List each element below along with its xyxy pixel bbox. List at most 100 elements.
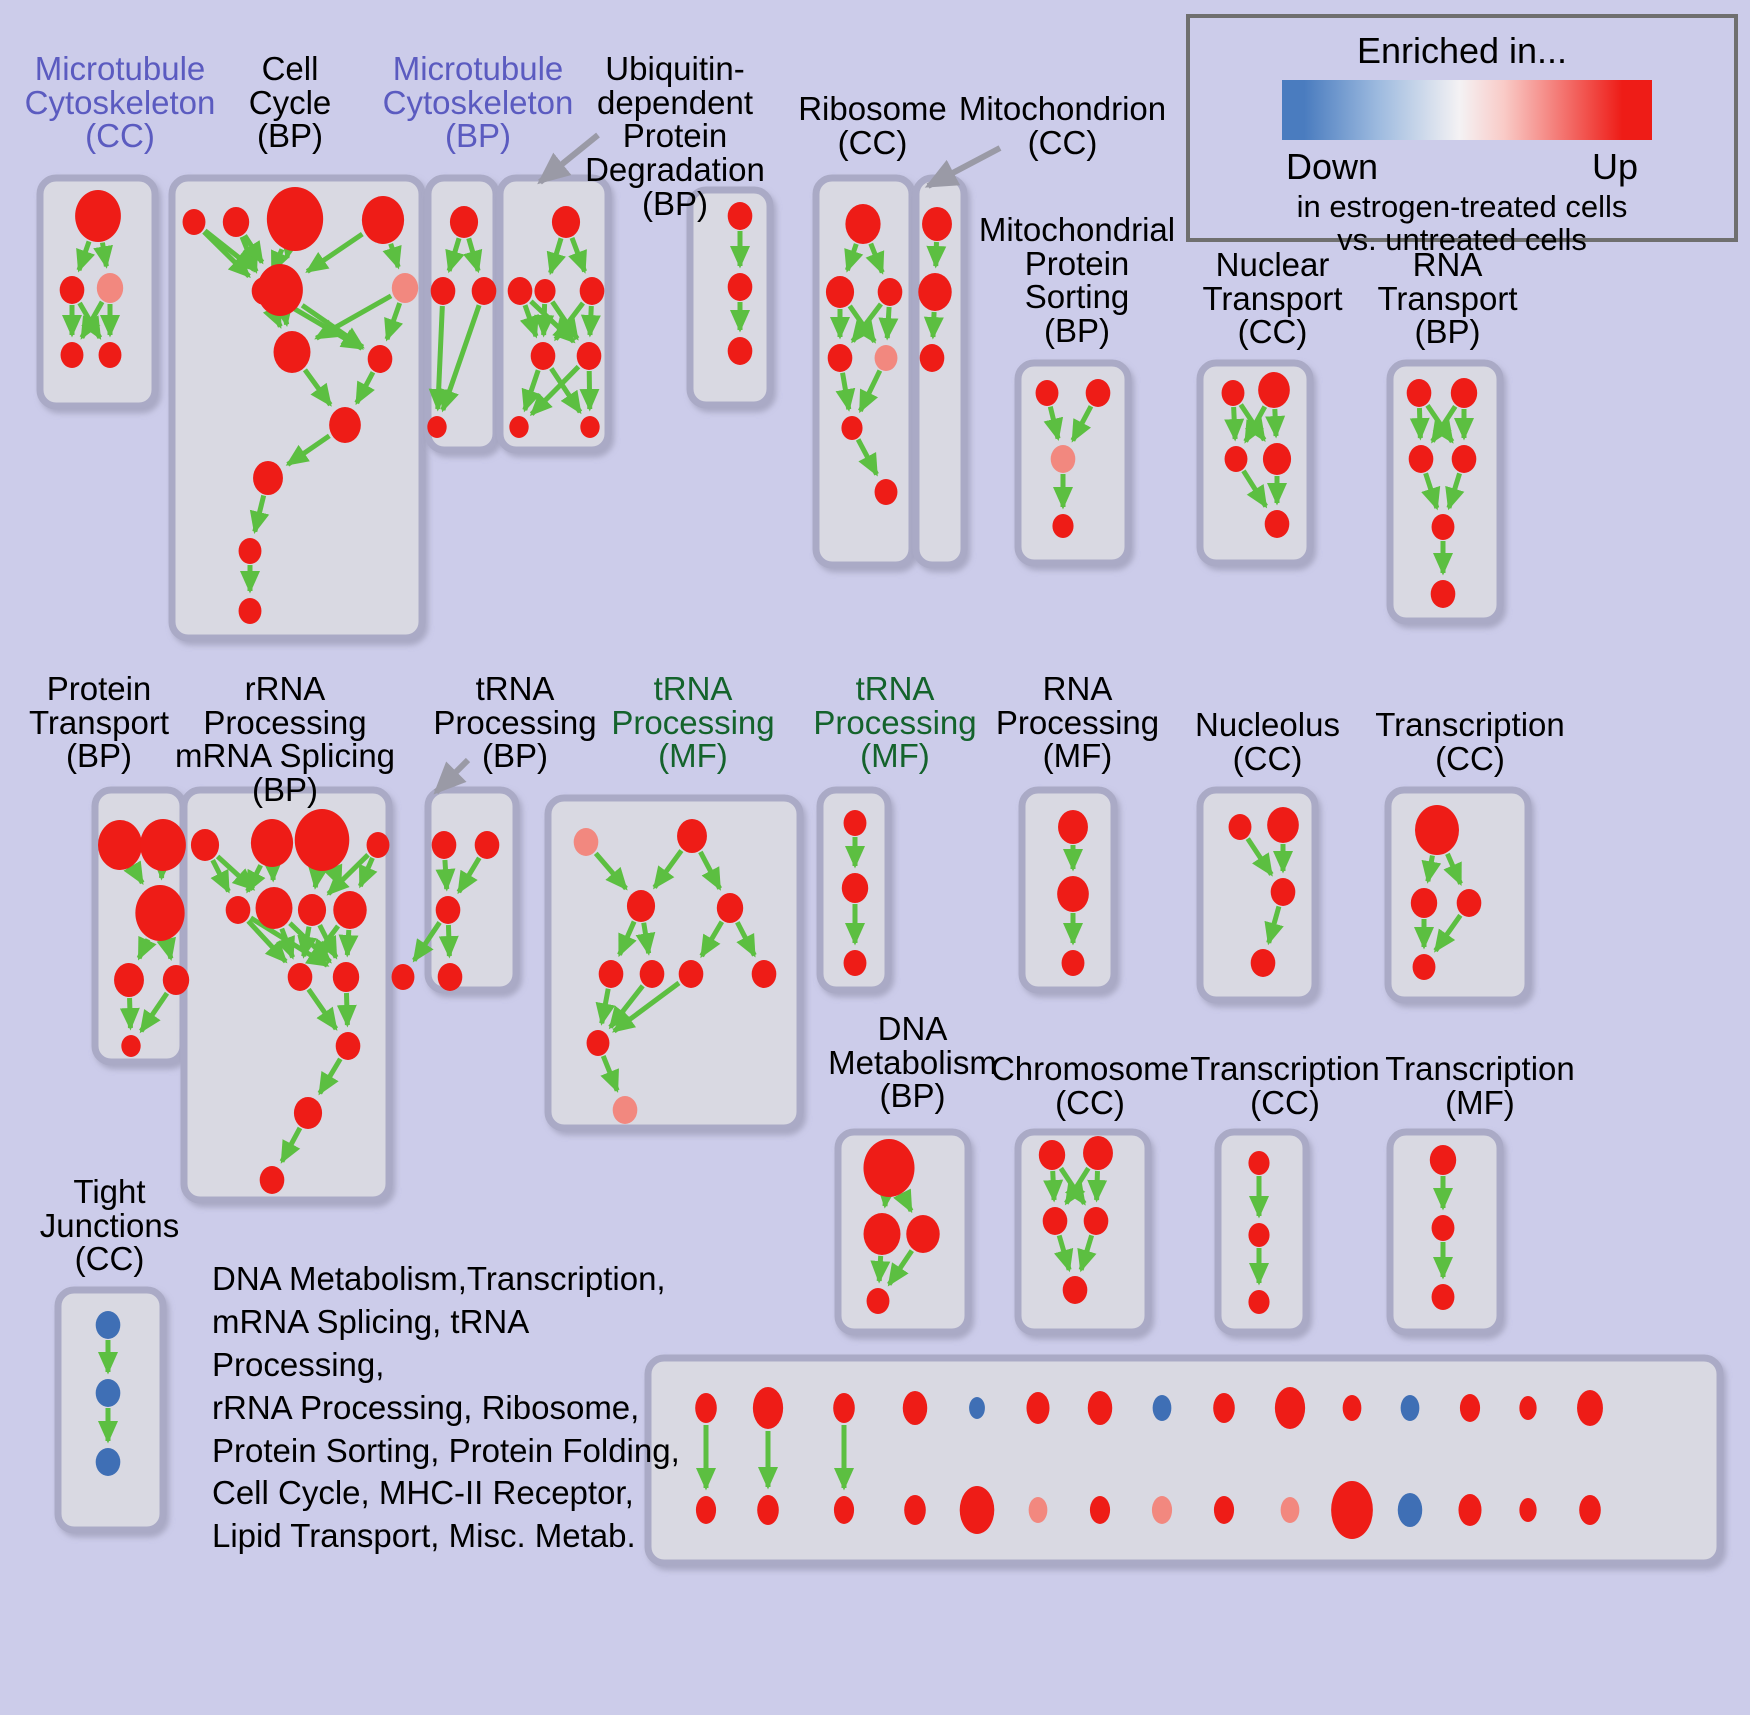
network-node[interactable] [361,196,405,244]
network-node[interactable] [253,461,283,495]
network-node[interactable] [332,962,360,992]
network-node[interactable] [250,819,294,867]
network-node[interactable] [612,1096,638,1124]
network-node[interactable] [135,885,185,941]
network-node[interactable] [1410,888,1438,918]
network-node[interactable] [573,828,599,856]
network-node[interactable] [474,831,500,859]
network-node[interactable] [1085,379,1111,407]
network-node[interactable] [751,960,777,988]
misc-cluster-node-bottom[interactable] [1089,1496,1111,1524]
network-node[interactable] [1061,950,1085,976]
misc-cluster-node-top[interactable] [752,1387,784,1429]
network-node[interactable] [427,416,447,438]
network-node[interactable] [1431,514,1455,540]
network-node[interactable] [182,209,206,235]
network-node[interactable] [509,416,529,438]
network-node[interactable] [507,277,533,305]
network-node[interactable] [238,538,262,564]
network-node[interactable] [257,264,303,316]
network-node[interactable] [391,273,419,303]
network-node[interactable] [333,891,367,929]
misc-cluster-node-bottom[interactable] [1397,1493,1423,1527]
network-node[interactable] [906,1215,940,1253]
misc-cluster-node-bottom[interactable] [833,1496,855,1524]
network-node[interactable] [437,963,463,991]
network-node[interactable] [1042,1207,1068,1235]
misc-cluster-node-top[interactable] [1459,1394,1481,1422]
network-node[interactable] [845,204,881,244]
network-node[interactable] [827,344,853,372]
network-node[interactable] [60,342,84,368]
network-node[interactable] [430,277,456,305]
network-node[interactable] [1415,805,1459,855]
network-node[interactable] [1221,380,1245,406]
network-node[interactable] [1058,810,1088,844]
network-node[interactable] [874,345,898,371]
network-node[interactable] [1431,1284,1455,1310]
network-node[interactable] [121,1035,141,1057]
network-node[interactable] [877,278,903,306]
network-node[interactable] [335,1032,361,1060]
network-node[interactable] [922,207,952,241]
network-node[interactable] [866,1288,890,1314]
network-node[interactable] [114,963,144,997]
network-node[interactable] [1406,379,1432,407]
misc-cluster-node-bottom[interactable] [1519,1498,1537,1522]
network-node[interactable] [586,1030,610,1056]
network-node[interactable] [273,331,311,373]
network-node[interactable] [716,893,744,923]
network-node[interactable] [95,1379,121,1407]
network-node[interactable] [1083,1136,1113,1170]
network-node[interactable] [98,342,122,368]
misc-cluster-node-bottom[interactable] [959,1486,995,1534]
network-node[interactable] [1224,446,1248,472]
network-node[interactable] [1228,814,1252,840]
misc-cluster-node-bottom[interactable] [1331,1481,1373,1539]
misc-cluster-node-bottom[interactable] [757,1495,779,1525]
network-node[interactable] [294,809,350,871]
network-node[interactable] [1450,378,1478,408]
misc-cluster-node-bottom[interactable] [1458,1494,1482,1526]
network-node[interactable] [825,276,855,308]
misc-cluster-node-top[interactable] [1577,1390,1603,1426]
network-node[interactable] [1035,380,1059,406]
network-node[interactable] [95,1448,121,1476]
network-node[interactable] [530,342,556,370]
network-node[interactable] [1038,1140,1066,1170]
network-node[interactable] [843,810,867,836]
network-node[interactable] [1412,954,1436,980]
network-node[interactable] [1057,876,1089,912]
network-node[interactable] [863,1139,915,1197]
network-node[interactable] [1050,445,1076,473]
network-node[interactable] [1052,514,1074,538]
network-node[interactable] [1430,580,1456,608]
network-node[interactable] [843,950,867,976]
network-node[interactable] [1262,443,1292,475]
misc-cluster-node-bottom[interactable] [1028,1497,1048,1523]
misc-cluster-node-top[interactable] [1342,1395,1362,1421]
network-node[interactable] [431,831,457,859]
network-node[interactable] [251,277,277,305]
network-node[interactable] [471,277,497,305]
network-node[interactable] [222,207,250,237]
network-node[interactable] [841,873,869,903]
network-node[interactable] [576,342,602,370]
misc-cluster-node-top[interactable] [695,1393,717,1423]
network-node[interactable] [329,407,361,443]
network-node[interactable] [1431,1215,1455,1241]
misc-cluster-node-bottom[interactable] [1151,1496,1173,1524]
network-node[interactable] [1451,445,1477,473]
misc-cluster-node-bottom[interactable] [1213,1496,1235,1524]
network-node[interactable] [1429,1145,1457,1175]
misc-cluster-node-bottom[interactable] [1579,1495,1601,1525]
misc-cluster-node-top[interactable] [1274,1387,1306,1429]
network-node[interactable] [391,964,415,990]
network-node[interactable] [190,829,220,861]
misc-cluster-node-top[interactable] [1087,1391,1113,1425]
network-node[interactable] [449,206,479,238]
network-node[interactable] [1248,1223,1270,1247]
network-node[interactable] [1270,878,1296,906]
misc-cluster-node-top[interactable] [1152,1395,1172,1421]
network-node[interactable] [1062,1276,1088,1304]
